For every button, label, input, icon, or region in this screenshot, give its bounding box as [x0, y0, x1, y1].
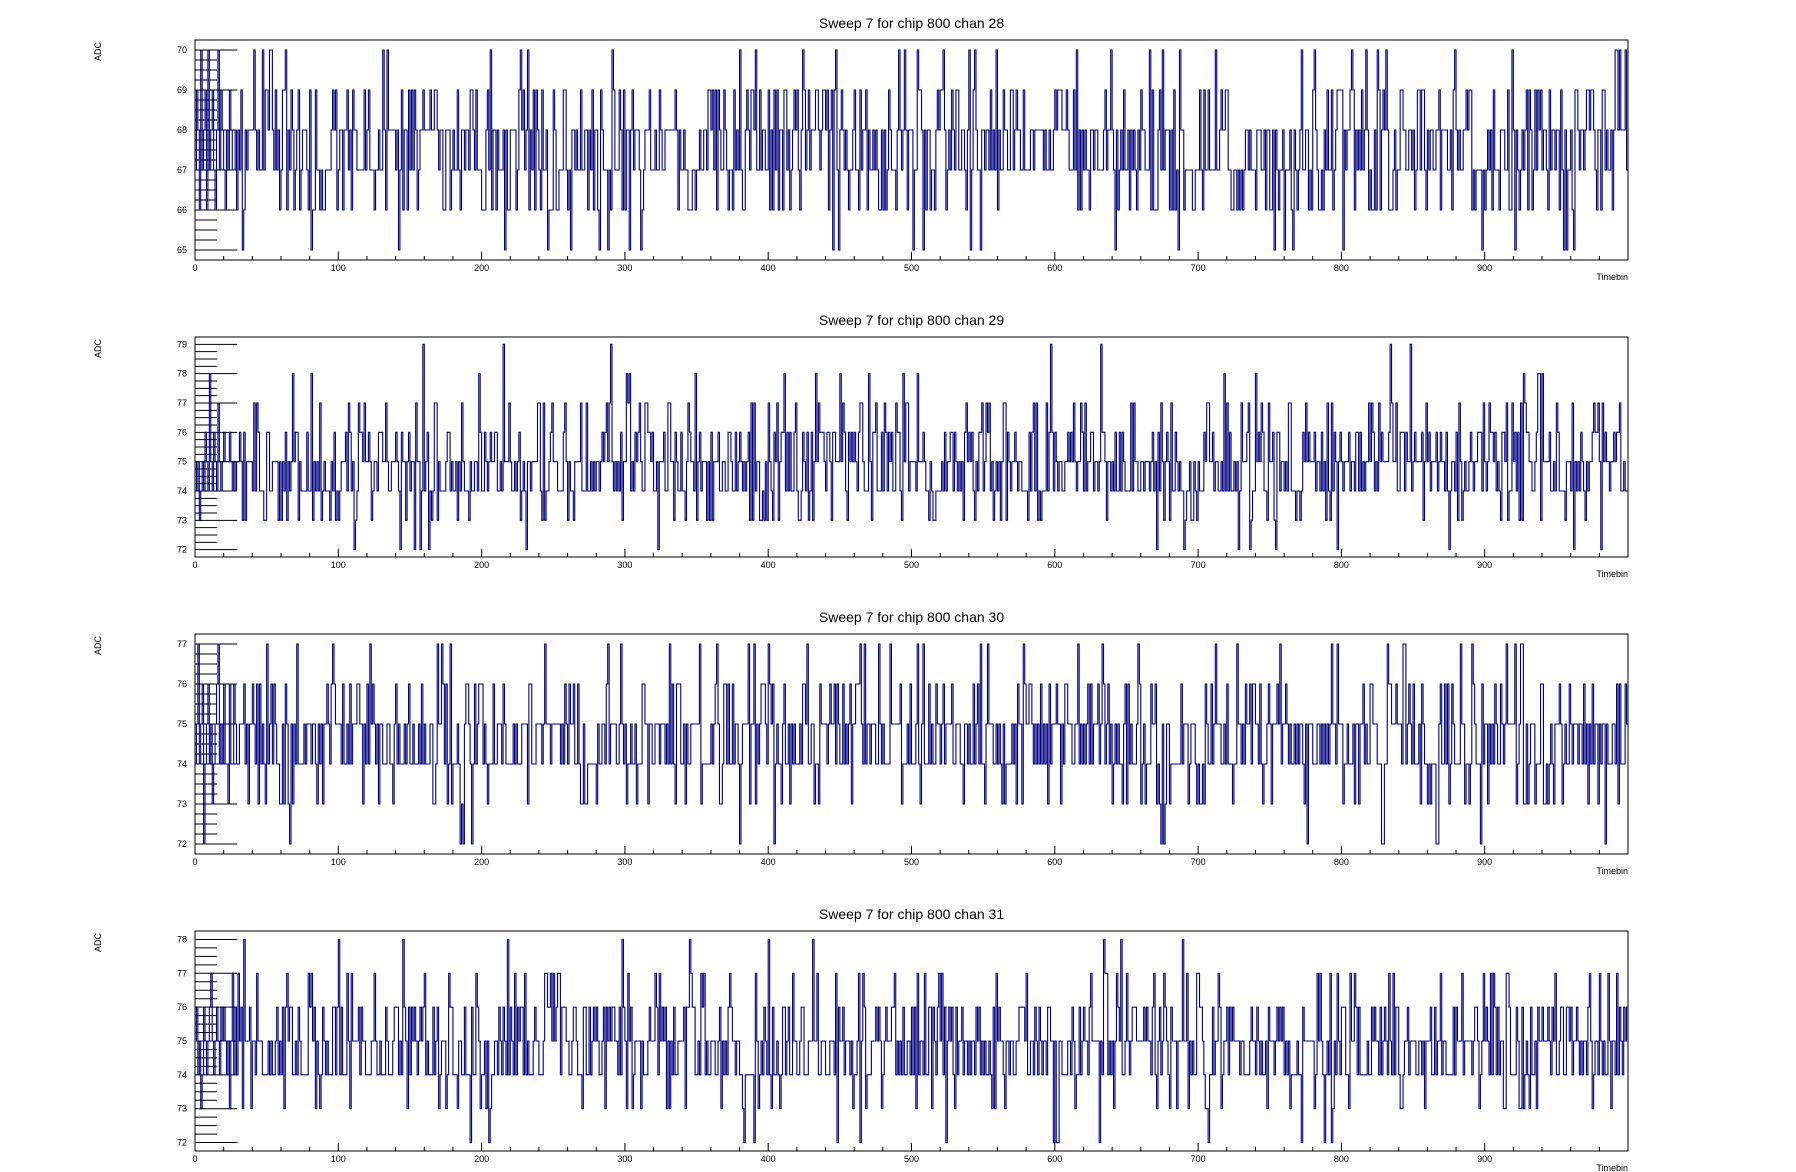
y-tick-label: 76 — [177, 679, 187, 689]
y-tick-label: 75 — [177, 1036, 187, 1046]
series-line-0 — [195, 938, 1628, 1144]
y-tick-label: 76 — [177, 427, 187, 437]
series-line-0 — [195, 343, 1628, 551]
y-tick-label: 74 — [177, 1070, 187, 1080]
y-tick-label: 67 — [177, 165, 187, 175]
x-tick-label: 800 — [1334, 1154, 1349, 1164]
x-axis-label: Timebin — [1596, 569, 1628, 579]
x-tick-label: 100 — [331, 857, 346, 867]
x-tick-label: 500 — [904, 857, 919, 867]
y-tick-label: 78 — [177, 934, 187, 944]
x-tick-label: 200 — [474, 263, 489, 273]
chart-title: Sweep 7 for chip 800 chan 29 — [819, 312, 1004, 328]
y-tick-label: 75 — [177, 457, 187, 467]
x-tick-label: 200 — [474, 1154, 489, 1164]
x-tick-label: 600 — [1047, 857, 1062, 867]
y-tick-label: 72 — [177, 545, 187, 555]
y-tick-label: 78 — [177, 369, 187, 379]
x-tick-label: 600 — [1047, 263, 1062, 273]
x-tick-label: 900 — [1477, 560, 1492, 570]
y-tick-label: 77 — [177, 968, 187, 978]
y-axis-label: ADC — [93, 339, 103, 359]
x-tick-label: 0 — [192, 263, 197, 273]
x-tick-label: 300 — [617, 857, 632, 867]
y-tick-label: 70 — [177, 45, 187, 55]
y-tick-label: 68 — [177, 125, 187, 135]
y-tick-label: 72 — [177, 1138, 187, 1148]
x-tick-label: 100 — [331, 263, 346, 273]
x-tick-label: 0 — [192, 857, 197, 867]
chart-panel-3: Sweep 7 for chip 800 chan 31 ADC Timebin 0 1… — [93, 906, 1629, 1172]
x-tick-label: 100 — [331, 560, 346, 570]
x-tick-label: 400 — [761, 857, 776, 867]
y-tick-label: 77 — [177, 398, 187, 408]
x-tick-label: 700 — [1191, 263, 1206, 273]
y-tick-label: 69 — [177, 85, 187, 95]
chart-title: Sweep 7 for chip 800 chan 31 — [819, 906, 1004, 922]
x-tick-label: 400 — [761, 1154, 776, 1164]
x-tick-label: 700 — [1191, 857, 1206, 867]
x-tick-label: 300 — [617, 1154, 632, 1164]
x-tick-label: 0 — [192, 560, 197, 570]
x-tick-label: 800 — [1334, 857, 1349, 867]
x-tick-label: 300 — [617, 560, 632, 570]
x-tick-label: 200 — [474, 560, 489, 570]
x-tick-label: 700 — [1191, 1154, 1206, 1164]
x-tick-label: 400 — [761, 263, 776, 273]
x-tick-label: 500 — [904, 560, 919, 570]
x-tick-label: 0 — [192, 1154, 197, 1164]
x-axis-label: Timebin — [1596, 272, 1628, 282]
chart-panel-2: Sweep 7 for chip 800 chan 30 ADC Timebin 0 1… — [93, 609, 1629, 876]
y-tick-label: 66 — [177, 205, 187, 215]
x-tick-label: 500 — [904, 263, 919, 273]
y-tick-label: 73 — [177, 1104, 187, 1114]
y-tick-label: 74 — [177, 759, 187, 769]
y-axis-label: ADC — [93, 42, 103, 62]
y-tick-label: 77 — [177, 639, 187, 649]
series-line-0 — [195, 49, 1628, 251]
y-tick-label: 73 — [177, 799, 187, 809]
series-line-0 — [195, 643, 1628, 845]
x-tick-label: 900 — [1477, 1154, 1492, 1164]
chart-panel-0: Sweep 7 for chip 800 chan 28 ADC Timebin 0 1… — [93, 15, 1629, 282]
x-tick-label: 200 — [474, 857, 489, 867]
x-tick-label: 400 — [761, 560, 776, 570]
x-tick-label: 600 — [1047, 1154, 1062, 1164]
y-tick-label: 74 — [177, 486, 187, 496]
y-tick-label: 79 — [177, 339, 187, 349]
x-tick-label: 500 — [904, 1154, 919, 1164]
x-tick-label: 900 — [1477, 263, 1492, 273]
y-tick-label: 65 — [177, 245, 187, 255]
x-tick-label: 100 — [331, 1154, 346, 1164]
y-tick-label: 73 — [177, 515, 187, 525]
y-axis-label: ADC — [93, 933, 103, 953]
chart-title: Sweep 7 for chip 800 chan 28 — [819, 15, 1004, 31]
chart-panel-1: Sweep 7 for chip 800 chan 29 ADC Timebin 0 1… — [93, 312, 1629, 579]
x-axis-label: Timebin — [1596, 866, 1628, 876]
chart-title: Sweep 7 for chip 800 chan 30 — [819, 609, 1004, 625]
x-tick-label: 600 — [1047, 560, 1062, 570]
y-tick-label: 72 — [177, 839, 187, 849]
x-tick-label: 800 — [1334, 560, 1349, 570]
x-tick-label: 700 — [1191, 560, 1206, 570]
x-tick-label: 300 — [617, 263, 632, 273]
y-tick-label: 75 — [177, 719, 187, 729]
x-axis-label: Timebin — [1596, 1163, 1628, 1172]
x-tick-label: 900 — [1477, 857, 1492, 867]
y-axis-label: ADC — [93, 636, 103, 656]
y-tick-label: 76 — [177, 1002, 187, 1012]
x-tick-label: 800 — [1334, 263, 1349, 273]
